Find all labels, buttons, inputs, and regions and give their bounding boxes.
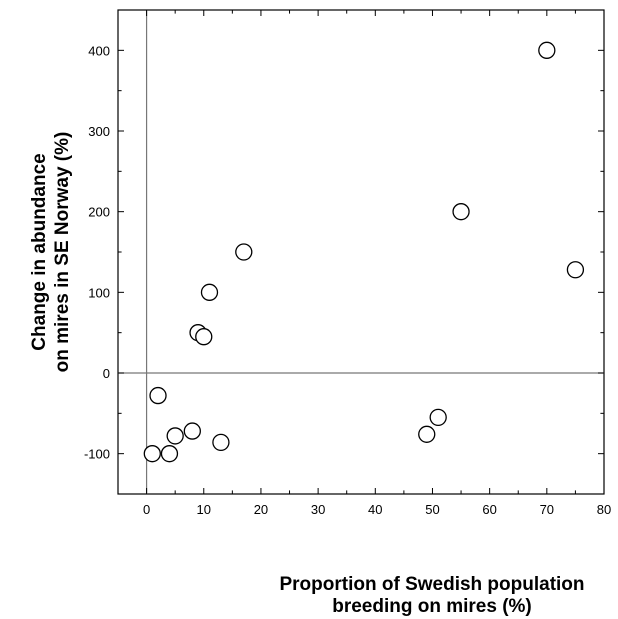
data-point [143,445,161,463]
reference-lines [118,10,604,494]
data-point [566,261,585,279]
x-axis-title-line-2: breeding on mires (%) [332,596,532,617]
x-tick-label: 80 [597,502,611,517]
data-point [195,328,213,346]
y-tick-label: 300 [88,124,110,139]
data-point [200,283,219,301]
data-point [183,422,201,440]
y-axis-title-line-2: on mires in SE Norway (%) [52,132,73,373]
data-points [143,41,585,463]
x-tick-label: 70 [540,502,554,517]
x-tick-label: 0 [143,502,150,517]
x-axis-title-line-1: Proportion of Swedish population [279,574,584,595]
x-tick-label: 30 [311,502,325,517]
plot-frame [117,9,605,495]
data-point [149,386,167,405]
data-point [538,41,556,59]
x-tick-labels: 0 10 20 30 40 50 60 70 80 [143,502,611,517]
x-tick-label: 20 [254,502,268,517]
data-point [212,433,230,452]
y-tick-label: 100 [88,285,110,300]
y-tick-label: 0 [103,366,110,381]
y-tick-labels: -100 0 100 200 300 400 [84,43,110,461]
x-tick-label: 40 [368,502,382,517]
x-tick-label: 50 [425,502,439,517]
y-tick-label: 400 [88,43,110,58]
y-axis-title-line-1: Change in abundance [29,153,50,350]
data-point [429,408,447,427]
data-point [235,243,253,261]
x-tick-label: 10 [197,502,211,517]
y-tick-label: 200 [88,205,110,220]
data-point [452,203,470,221]
x-tick-label: 60 [482,502,496,517]
data-point [160,445,179,463]
data-point [166,427,184,445]
data-point [418,425,436,443]
axis-ticks [117,9,605,495]
y-tick-label: -100 [84,447,110,462]
